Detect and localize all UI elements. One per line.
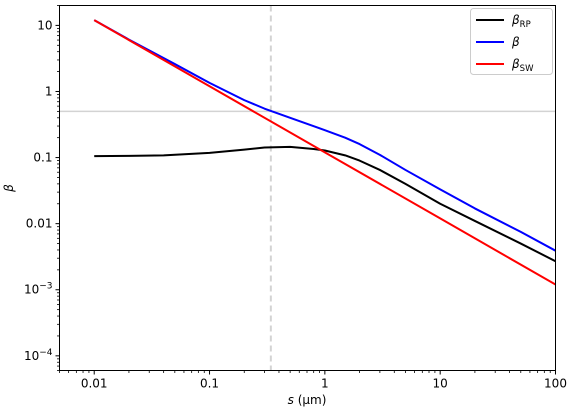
y-tick-label: 10−4 xyxy=(24,348,53,363)
y-axis-label: β xyxy=(2,184,16,193)
y-tick-label: 0.1 xyxy=(33,151,52,165)
x-tick-label: 100 xyxy=(544,377,567,391)
x-axis-variable: s xyxy=(288,393,294,407)
series-line-beta-total xyxy=(93,19,556,252)
x-tick-label: 1 xyxy=(321,377,329,391)
plot-frame xyxy=(59,5,556,371)
x-axis-label: s (μm) xyxy=(288,393,327,407)
y-tick-label: 10 xyxy=(37,18,52,32)
x-tick-label: 0.1 xyxy=(200,377,219,391)
legend-label-total: β xyxy=(511,35,520,49)
y-tick-label: 10−3 xyxy=(24,282,53,297)
legend: βRP β βSW xyxy=(470,8,553,75)
legend-box xyxy=(470,8,553,75)
x-axis-unit: (μm) xyxy=(294,393,327,407)
y-tick-label: 0.01 xyxy=(26,217,53,231)
y-tick-label: 1 xyxy=(45,84,53,98)
x-tick-label: 10 xyxy=(433,377,448,391)
legend-label-rp: βRP xyxy=(511,13,531,30)
x-tick-label: 0.01 xyxy=(81,377,108,391)
series-line-beta-rp xyxy=(94,145,556,263)
series-line-beta-sw xyxy=(93,19,556,286)
legend-label-sw: βSW xyxy=(511,57,534,74)
